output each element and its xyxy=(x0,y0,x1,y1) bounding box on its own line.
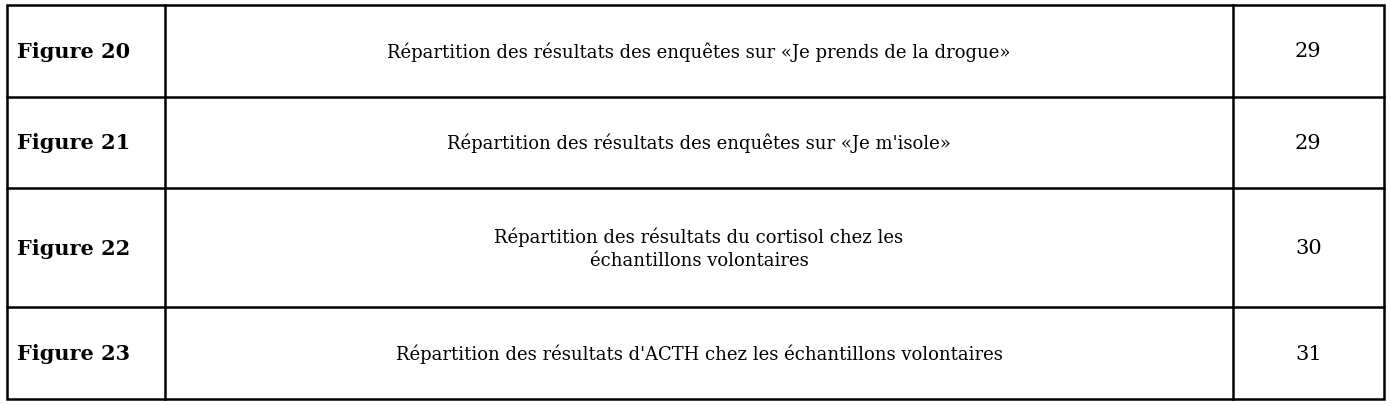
Text: 29: 29 xyxy=(1295,42,1321,61)
Text: Figure 23: Figure 23 xyxy=(17,343,129,363)
Text: 29: 29 xyxy=(1295,134,1321,153)
Text: 30: 30 xyxy=(1295,239,1321,258)
Text: Répartition des résultats des enquêtes sur «Je m'isole»: Répartition des résultats des enquêtes s… xyxy=(447,133,951,153)
Text: 31: 31 xyxy=(1295,344,1321,363)
Text: Répartition des résultats d'ACTH chez les échantillons volontaires: Répartition des résultats d'ACTH chez le… xyxy=(395,343,1003,363)
Text: Figure 22: Figure 22 xyxy=(17,238,129,258)
Text: Figure 20: Figure 20 xyxy=(17,42,129,62)
Text: Répartition des résultats du cortisol chez les
échantillons volontaires: Répartition des résultats du cortisol ch… xyxy=(494,227,904,270)
Text: Figure 21: Figure 21 xyxy=(17,133,129,153)
Text: Répartition des résultats des enquêtes sur «Je prends de la drogue»: Répartition des résultats des enquêtes s… xyxy=(387,42,1011,62)
